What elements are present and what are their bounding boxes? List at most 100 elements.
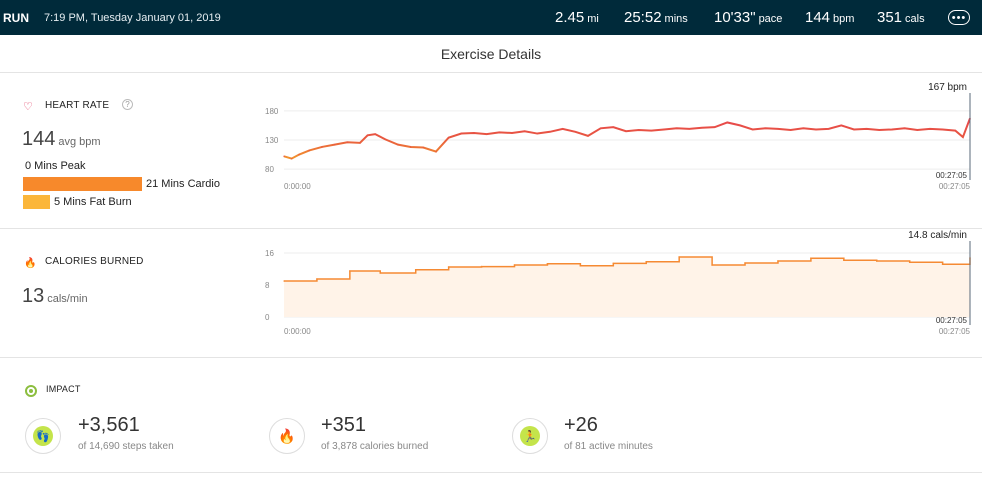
cal-data-point [513, 264, 516, 266]
cal-data-point [645, 261, 648, 263]
activity-datetime: 7:19 PM, Tuesday January 01, 2019 [44, 12, 221, 24]
hr-data-point [473, 132, 475, 134]
cal-data-point [579, 265, 582, 267]
hr-data-point [878, 129, 881, 131]
peak-zone-text: 0 Mins Peak [25, 160, 86, 172]
flame-icon: 🔥 [277, 426, 297, 446]
cal-data-point [283, 280, 285, 282]
cal-data-point [875, 260, 878, 262]
heart-stat: 144 bpm [805, 9, 854, 27]
hr-data-point [865, 128, 868, 130]
hr-data-point [954, 129, 957, 132]
hr-data-point [764, 127, 767, 130]
heart-rate-label: HEART RATE [45, 100, 110, 111]
cal-data-point [908, 261, 911, 263]
cal-data-point [612, 262, 615, 265]
divider [0, 472, 982, 473]
pace-stat: 10'33" pace [714, 9, 782, 27]
calories-unit: cals [905, 13, 925, 25]
cal-data-point [379, 272, 382, 274]
cal-cursor-time-label: 00:27:05 [936, 316, 968, 325]
hr-y-tick-label: 180 [265, 107, 279, 116]
cal-x-start-label: 0:00:00 [284, 327, 311, 336]
target-icon [25, 385, 37, 397]
hr-data-point [384, 138, 387, 141]
divider [0, 72, 982, 73]
heart-icon: ♡ [23, 101, 33, 113]
cal-data-point [941, 263, 944, 265]
cal-data-point [843, 259, 845, 261]
hr-data-point [359, 142, 361, 144]
impact-calories-value: +351 [321, 414, 367, 436]
cal-data-point [777, 260, 779, 262]
cal-x-end-label: 00:27:05 [939, 327, 971, 336]
hr-data-point [739, 124, 741, 127]
hr-data-point [815, 128, 817, 131]
heart-unit: bpm [833, 13, 855, 25]
hr-data-point [612, 126, 615, 128]
activity-header-bar: RUN 7:19 PM, Tuesday January 01, 2019 2.… [0, 0, 982, 35]
hr-y-tick-label: 80 [265, 165, 274, 174]
calories-area-fill [284, 257, 970, 317]
hr-y-tick-label: 130 [265, 136, 279, 145]
hr-data-point [688, 128, 691, 130]
distance-value: 2.45 [555, 9, 585, 26]
impact-label: IMPACT [46, 384, 81, 394]
calories-stat: 351 cals [877, 9, 925, 27]
hr-data-point [523, 130, 526, 133]
hr-cursor-time-label: 00:27:05 [936, 171, 968, 180]
cal-data-point [316, 278, 318, 280]
page-title: Exercise Details [440, 46, 542, 62]
heart-value: 144 [805, 9, 831, 26]
hr-data-point [447, 136, 450, 139]
hr-data-point [789, 129, 792, 131]
distance-unit: mi [587, 13, 599, 25]
impact-active-sub: of 81 active minutes [564, 441, 653, 452]
footsteps-icon: 👣 [33, 426, 53, 446]
hr-data-point [333, 143, 336, 146]
cal-data-point [744, 262, 746, 264]
distance-stat: 2.45 mi [555, 9, 599, 27]
hr-data-point [561, 128, 564, 130]
fatburn-zone-bar [23, 195, 50, 209]
help-icon[interactable]: ? [122, 99, 133, 110]
calories-chart[interactable]: 0 8 16 14.8 cals/min 00:27:05 0:00:00 00:27:0… [0, 230, 982, 352]
hr-data-point [802, 127, 805, 130]
calories-rate-unit: cals/min [47, 293, 88, 305]
hr-data-point [701, 126, 703, 129]
cal-data-point [711, 264, 713, 266]
impact-steps-value: +3,561 [78, 414, 140, 436]
hr-data-point [827, 128, 830, 130]
hr-data-point [366, 134, 369, 137]
hr-data-point [397, 143, 399, 146]
avg-heart-rate-unit: avg bpm [58, 136, 101, 148]
hr-data-point [549, 131, 551, 133]
cal-data-point [414, 269, 417, 271]
running-icon: 🏃 [520, 426, 540, 446]
hr-data-point [751, 128, 754, 131]
hr-data-point [891, 128, 893, 131]
cal-y-tick-label: 8 [265, 281, 270, 290]
hr-data-point [675, 127, 678, 130]
avg-heart-rate: 144 avg bpm [22, 128, 101, 151]
cal-data-point [349, 270, 351, 272]
hr-data-point [853, 128, 855, 131]
hr-data-point [903, 127, 906, 130]
fatburn-zone-text: 5 Mins Fat Burn [54, 196, 132, 208]
cardio-zone-bar [23, 177, 142, 191]
hr-data-point [587, 135, 589, 137]
hr-data-point [298, 153, 300, 156]
divider [0, 357, 982, 358]
footsteps-icon-circle: 👣 [25, 418, 61, 454]
hr-x-end-label: 00:27:05 [939, 182, 971, 191]
hr-data-point [916, 129, 919, 131]
hr-cursor-value-label: 167 bpm [928, 82, 967, 93]
hr-data-point [536, 132, 539, 135]
hr-data-point [511, 132, 513, 134]
impact-active-value: +26 [564, 414, 598, 436]
hr-data-point [409, 146, 412, 148]
more-icon[interactable]: ••• [948, 10, 970, 25]
hr-data-point [637, 129, 640, 131]
cal-cursor-value-label: 14.8 cals/min [908, 230, 967, 241]
heart-rate-chart[interactable]: 80 130 180 167 bpm 00:27:05 0:00:00 00:27:05 [0, 82, 982, 285]
